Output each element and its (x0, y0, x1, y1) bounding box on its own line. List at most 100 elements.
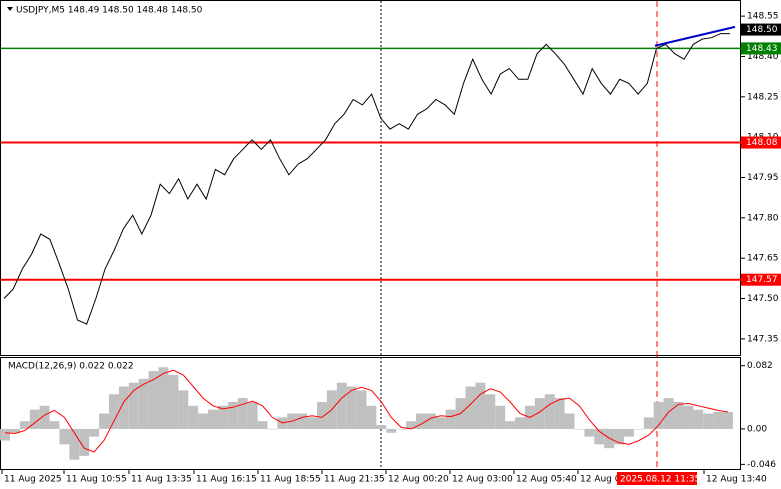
marker-tag (617, 472, 697, 485)
x-tick-label: 12 Aug 00:20 (388, 475, 449, 485)
macd-bar (316, 401, 327, 429)
macd-bar (376, 425, 387, 429)
x-tick-label: 11 Aug 21:35 (324, 475, 385, 485)
y-tick-label: 147.95 (747, 173, 779, 183)
x-tick-label: 11 Aug 10:55 (66, 475, 127, 485)
y-tick-label: -0.046 (747, 460, 776, 470)
x-tick-label: 12 Aug 03:00 (452, 475, 513, 485)
main-frame (0, 0, 741, 356)
macd-bar (297, 413, 308, 429)
macd-bar (366, 405, 377, 429)
macd-bar (208, 409, 218, 429)
macd-bar (435, 417, 446, 429)
macd-bar (227, 401, 238, 429)
macd-bar (217, 405, 228, 429)
signal-line (4, 369, 729, 453)
macd-bar (386, 428, 397, 433)
macd-bar (485, 394, 496, 429)
macd-bar (356, 390, 367, 429)
macd-bar (79, 428, 90, 456)
macd-bar (425, 413, 436, 429)
macd-bar (346, 386, 357, 429)
x-tick-label: 11 Aug 2025 (4, 475, 62, 485)
menu-arrow (7, 7, 13, 11)
macd-bar (673, 401, 684, 429)
macd-bar (237, 398, 248, 429)
macd-bar (713, 411, 724, 429)
macd-bar (29, 409, 40, 429)
macd-bar (307, 417, 317, 429)
macd-bar (633, 428, 644, 430)
level-label: 148.43 (746, 44, 778, 54)
chart-title: USDJPY,M5 148.49 148.50 148.48 148.50 (16, 6, 203, 16)
y-tick-label: 147.50 (747, 294, 779, 304)
macd-bar (416, 413, 426, 429)
macd-bar (118, 386, 129, 429)
x-tick-label: 12 Aug 05:40 (516, 475, 577, 485)
macd-bar (723, 411, 733, 429)
macd-bar (683, 405, 694, 429)
macd-bar (515, 417, 525, 429)
macd-bar (108, 394, 119, 429)
macd-bar (475, 382, 486, 429)
level-label: 148.08 (746, 138, 778, 148)
y-tick-label: 148.40 (747, 52, 779, 62)
y-tick-label: 147.35 (747, 334, 779, 344)
macd-bar (594, 428, 605, 445)
macd-bar (9, 428, 20, 433)
level-tag (741, 273, 781, 286)
macd-title: MACD(12,26,9) 0.022 0.022 (8, 362, 134, 372)
macd-bar (534, 398, 545, 429)
macd-bar (19, 421, 30, 429)
last-price-label: 148.50 (746, 25, 778, 35)
macd-bar (643, 417, 654, 429)
price-line (3, 33, 730, 325)
macd-bar (188, 405, 199, 429)
macd-bar (693, 409, 704, 429)
macd-bar (653, 401, 664, 429)
macd-bar (39, 405, 50, 429)
macd-bar (544, 394, 555, 429)
macd-bar (584, 428, 595, 437)
macd-bar (703, 413, 714, 429)
macd-bar (445, 409, 456, 429)
y-tick-label: 0.082 (747, 361, 773, 371)
macd-bar (178, 390, 189, 429)
y-tick-label: 0.00 (747, 424, 767, 434)
macd-bar (406, 421, 417, 429)
macd-bar (247, 401, 258, 429)
macd-bar (336, 382, 347, 429)
y-tick-label: 148.25 (747, 92, 779, 102)
trend-line (654, 25, 736, 47)
macd-bar (663, 398, 674, 429)
y-tick-label: 147.65 (747, 254, 779, 264)
macd-bar (0, 428, 10, 441)
macd-bar (614, 428, 625, 445)
x-tick-label: 11 Aug 16:15 (196, 475, 257, 485)
macd-bar (267, 428, 278, 430)
macd-bar (624, 428, 634, 437)
macd-bar (138, 378, 149, 429)
x-tick-label: 12 Aug 0 (580, 475, 621, 485)
macd-bar (505, 421, 516, 429)
macd-bar (49, 421, 60, 429)
x-tick-label: 11 Aug 18:55 (260, 475, 321, 485)
macd-bar (465, 386, 476, 429)
x-tick-label: 12 Aug 13:40 (706, 475, 767, 485)
macd-bar (495, 405, 506, 429)
macd-bar (554, 398, 565, 429)
y-tick-label: 147.80 (747, 213, 779, 223)
macd-bar (128, 382, 139, 429)
marker-label: 2025.08.12 11:35 (620, 475, 700, 485)
macd-bar (69, 428, 80, 460)
macd-frame (0, 357, 741, 470)
last-price-tag (741, 23, 781, 36)
x-tick-label: 11 Aug 13:35 (131, 475, 192, 485)
macd-bar (198, 413, 209, 429)
y-tick-label: 148.55 (747, 12, 779, 22)
macd-bar (99, 413, 109, 429)
macd-bar (89, 428, 100, 437)
level-tag (741, 42, 781, 55)
macd-bar (257, 421, 268, 429)
